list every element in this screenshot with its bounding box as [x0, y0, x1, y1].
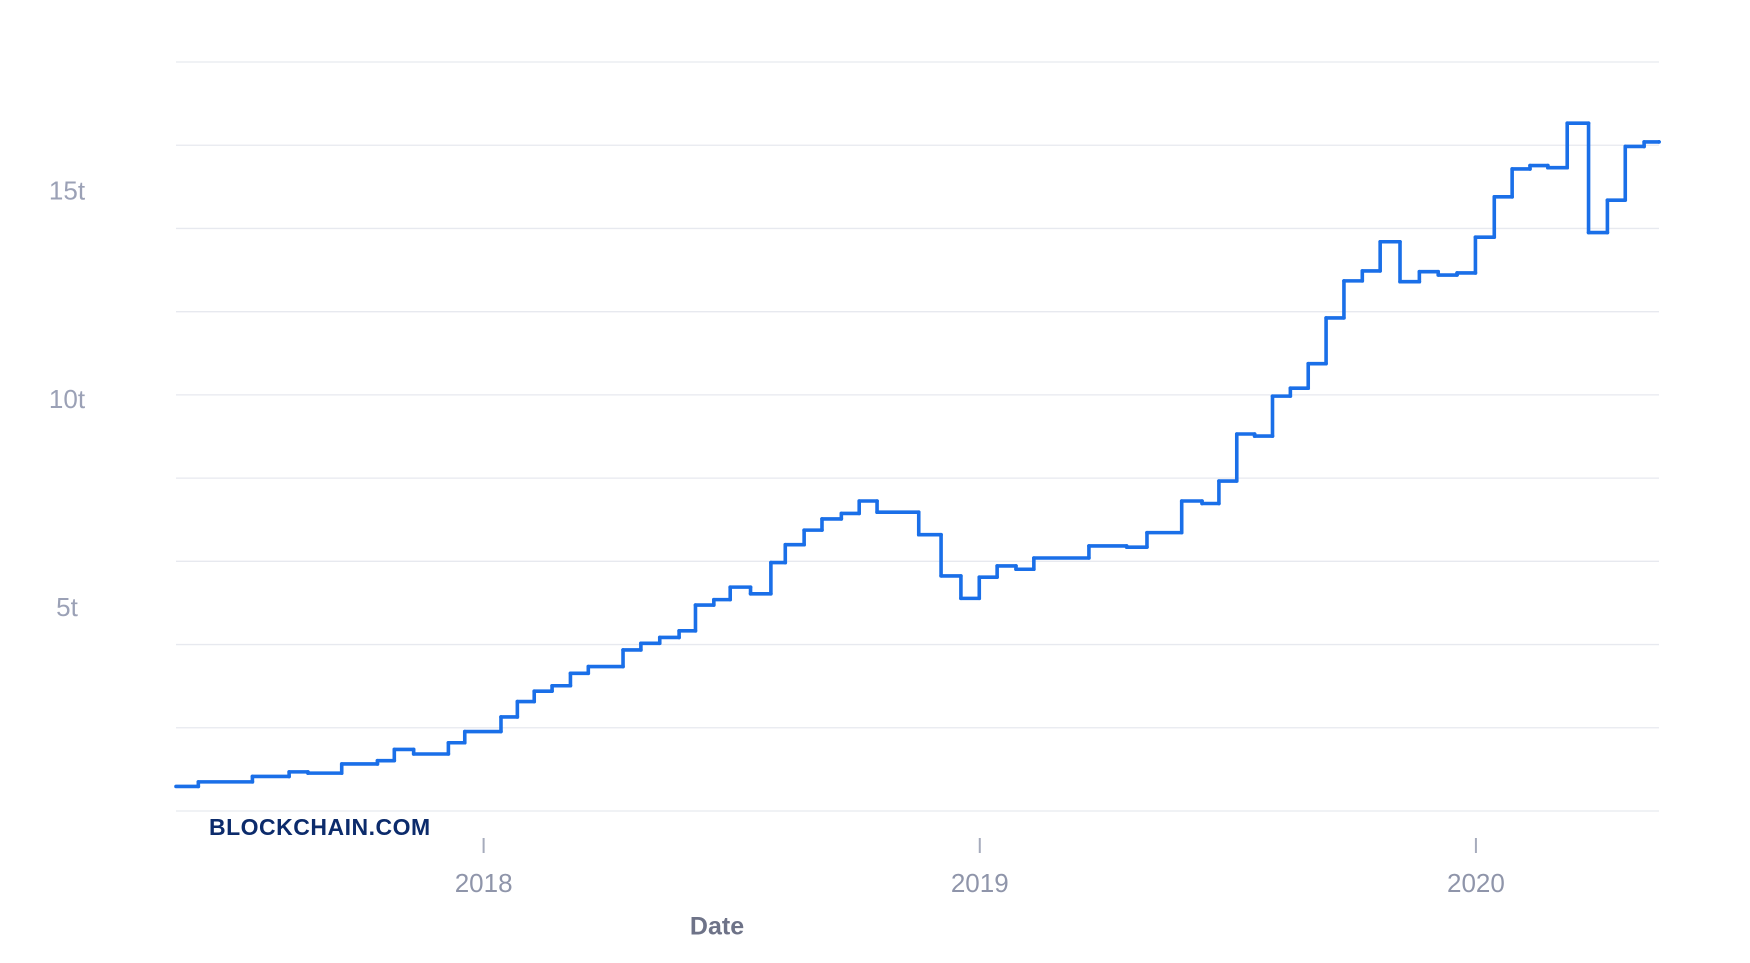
y-tick-label: 10t [49, 384, 86, 414]
x-tick-label: 2019 [951, 868, 1009, 898]
series-line [174, 121, 1661, 789]
x-tick-label: 2020 [1447, 868, 1505, 898]
x-tick-label: 2018 [455, 868, 513, 898]
y-tick-label: 5t [56, 592, 78, 622]
watermark: BLOCKCHAIN.COM [209, 814, 431, 840]
y-tick-label: 15t [49, 176, 86, 206]
x-axis-title: Date [690, 913, 744, 941]
